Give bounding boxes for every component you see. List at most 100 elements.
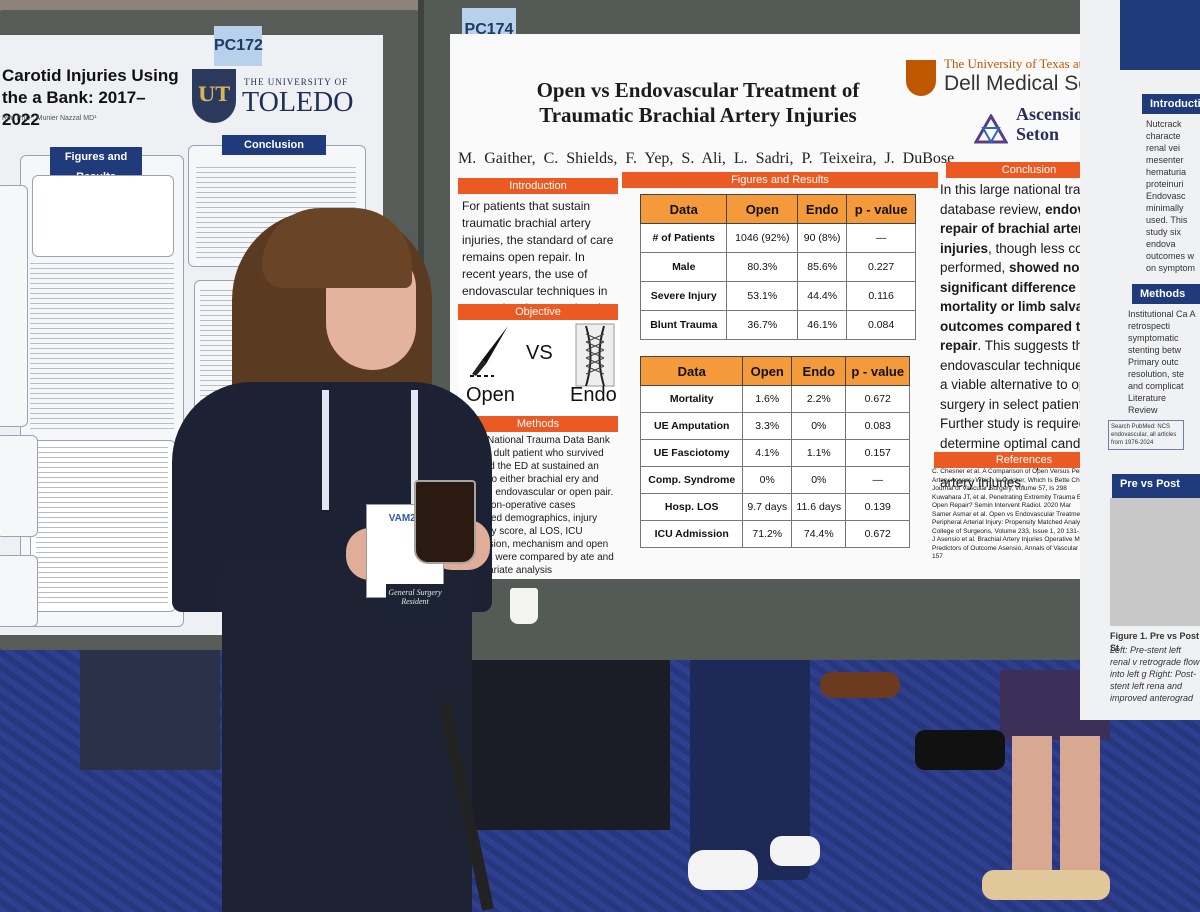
conclusion-heading: Conclusion <box>946 162 1112 178</box>
table-header-cell: Open <box>726 194 799 224</box>
badge-role-band <box>386 584 444 618</box>
table-cell: 0% <box>791 412 847 440</box>
left-poster-side-box-a <box>0 185 28 427</box>
table-row: ICU Admission 71.2% 74.4% 0.672 <box>639 520 910 548</box>
left-poster-conclusion-heading: Conclusion <box>222 135 326 155</box>
table-header-cell: Open <box>742 356 793 386</box>
table-row: UE Amputation 3.3% 0% 0.083 <box>639 412 910 440</box>
left-poster-line-chart <box>32 175 174 257</box>
left-poster-authors: Ren PhD¹, Munier Nazzal MD¹ <box>2 115 97 122</box>
table-cell: 2.2% <box>791 385 847 413</box>
table-cell: 0% <box>791 466 847 494</box>
table-cell: 0% <box>742 466 793 494</box>
table-row: Mortality 1.6% 2.2% 0.672 <box>639 385 910 413</box>
table-row-label: UE Fasciotomy <box>639 439 744 467</box>
table-row: Male 80.3% 85.6% 0.227 <box>639 252 916 282</box>
black-heels <box>915 730 1005 770</box>
table-cell: 1.6% <box>742 385 793 413</box>
right-poster-angiogram-image <box>1110 498 1200 626</box>
table-cell: 53.1% <box>726 281 799 311</box>
table-row-label: UE Amputation <box>639 412 744 440</box>
left-poster-side-box-c <box>0 555 38 627</box>
table-row: Hosp. LOS 9.7 days 11.6 days 0.139 <box>639 493 910 521</box>
objective-heading: Objective <box>458 304 618 320</box>
table-row-label: ICU Admission <box>639 520 744 548</box>
table-cell: 3.3% <box>742 412 793 440</box>
right-poster-header-band <box>1120 0 1200 70</box>
ascension-seton-name: Ascension Seton <box>1016 104 1093 144</box>
table-row-label: Blunt Trauma <box>639 310 728 340</box>
dell-medical-school: Dell Medical Schoo <box>944 72 1124 95</box>
table-cell: 71.2% <box>742 520 793 548</box>
table-cell: 1.1% <box>791 439 847 467</box>
table-row-label: Mortality <box>639 385 744 413</box>
right-poster-caption-title: Figure 1. Pre vs Post St <box>1110 631 1200 653</box>
table-cell: 0.157 <box>845 439 910 467</box>
table-cell: 9.7 days <box>742 493 793 521</box>
table-header-cell: Data <box>639 194 728 224</box>
table-row: # of Patients 1046 (92%) 90 (8%) — <box>639 223 916 253</box>
left-poster-body-text <box>30 263 174 433</box>
person-right-shoe-b <box>1040 870 1110 900</box>
table-row-label: Severe Injury <box>639 281 728 311</box>
table-cell: 4.1% <box>742 439 793 467</box>
poster-right: Introducti Nutcrack characte renal vei m… <box>1080 0 1200 720</box>
table-header-cell: Endo <box>797 194 848 224</box>
table-cell: 74.4% <box>791 520 847 548</box>
conclusion-text-1: In this large national trauma database r… <box>940 182 1107 217</box>
main-poster-title: Open vs Endovascular Treatment of Trauma… <box>536 78 860 127</box>
table-row-label: Hosp. LOS <box>639 493 744 521</box>
objective-open-label: Open <box>466 384 515 406</box>
table-cell: 44.4% <box>797 281 848 311</box>
ascension-name-line2: Seton <box>1016 124 1060 144</box>
small-paper-cup <box>510 588 538 624</box>
table-header-cell: p - value <box>845 356 910 386</box>
ascension-name-line1: Ascension <box>1016 104 1094 124</box>
badge-event: VAM25 <box>388 513 422 524</box>
badge-role: General Surgery Resident <box>384 588 446 606</box>
table-header-cell: p - value <box>846 194 916 224</box>
results-table-demographics: Data Open Endo p - value # of Patients 1046 (… <box>639 194 916 340</box>
left-poster-title: Carotid Injuries Using the a Bank: 2017–… <box>2 66 179 129</box>
table-cell: 85.6% <box>797 252 848 282</box>
references-list: C. Chesner et al. A Comparison of Open V… <box>932 468 1122 562</box>
left-poster-side-box-b <box>0 435 38 537</box>
badge-role-line2: Resident <box>401 597 429 606</box>
left-poster-table-lines <box>36 447 168 607</box>
poster-main: Open vs Endovascular Treatment of Trauma… <box>450 34 1124 579</box>
table-cell: 0.116 <box>846 281 916 311</box>
right-poster-methods-text: Institutional Ca A retrospecti symptomat… <box>1128 309 1196 415</box>
objective-vs: VS <box>526 342 553 364</box>
table-cell: 11.6 days <box>791 493 847 521</box>
person-right-leg-a <box>1012 736 1052 886</box>
methods-heading: Methods <box>458 416 618 432</box>
reference-item: Samer Asmar et al. Open vs Endovascular … <box>932 510 1117 535</box>
main-poster-authors: M. Gaither, C. Shields, F. Yep, S. Ali, … <box>458 150 955 167</box>
table-row-label: # of Patients <box>639 223 728 253</box>
ascension-logo-icon <box>974 114 1008 144</box>
drink-cup <box>414 480 476 564</box>
background-legs-center <box>470 630 670 830</box>
person-dress <box>222 560 472 912</box>
conclusion-bold-2: showed no significant difference in mort… <box>940 260 1117 353</box>
table-row-label: Comp. Syndrome <box>639 466 744 494</box>
toledo-shield-logo: UT <box>192 69 236 123</box>
right-poster-intro-text: Nutcrack characte renal vei mesenter hem… <box>1146 119 1196 273</box>
table-row-label: Male <box>639 252 728 282</box>
table-row: Comp. Syndrome 0% 0% — <box>639 466 910 494</box>
left-board-tag: PC172 <box>214 26 263 66</box>
table-cell: 0.672 <box>845 520 910 548</box>
table-cell: 0.083 <box>845 412 910 440</box>
ut-austin-name: The University of Texas at Au <box>944 56 1101 71</box>
table-row: Severe Injury 53.1% 44.4% 0.116 <box>639 281 916 311</box>
table-header-cell: Data <box>639 356 744 386</box>
table-cell: 90 (8%) <box>797 223 848 253</box>
references-heading: References <box>934 452 1114 468</box>
objective-endo-label: Endo <box>570 384 617 406</box>
scalpel-icon <box>470 326 508 377</box>
right-poster-methods-heading: Methods <box>1132 284 1200 304</box>
reference-item: J Asensio et al. Brachial Artery Injurie… <box>932 536 1122 560</box>
sneaker-right <box>770 836 820 866</box>
table-cell: — <box>845 466 910 494</box>
